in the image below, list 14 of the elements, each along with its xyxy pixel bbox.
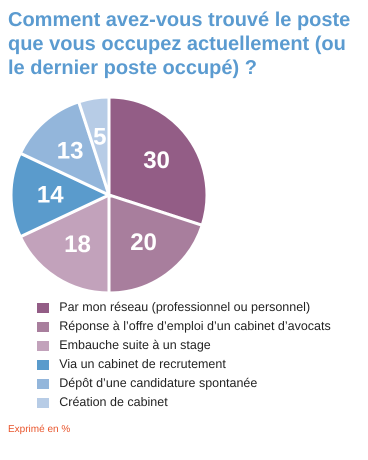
data-label: 18 (64, 231, 91, 258)
chart-title: Comment avez-vous trouvé le poste que vous occupez actuellement (ou le dernier poste occupé) ? (8, 8, 352, 80)
legend-label: Via un cabinet de recrutement (59, 356, 226, 373)
text: Exprimé en % (8, 424, 72, 435)
legend-label: Par mon réseau (professionnel ou personnel) (59, 299, 310, 316)
legend-label: Réponse à l’offre d’emploi d’un cabinet d’avocats (59, 318, 331, 335)
data-label: 30 (143, 146, 170, 174)
data-label: 13 (56, 137, 84, 164)
legend-label: Création de cabinet (59, 394, 168, 411)
legend-label: Embauche suite à un stage (59, 337, 211, 354)
data-label: 5 (93, 123, 106, 150)
data-label: 20 (130, 229, 157, 256)
legend-label: Dépôt d’une candidature spontanée (59, 375, 258, 392)
data-label: 14 (36, 182, 64, 208)
